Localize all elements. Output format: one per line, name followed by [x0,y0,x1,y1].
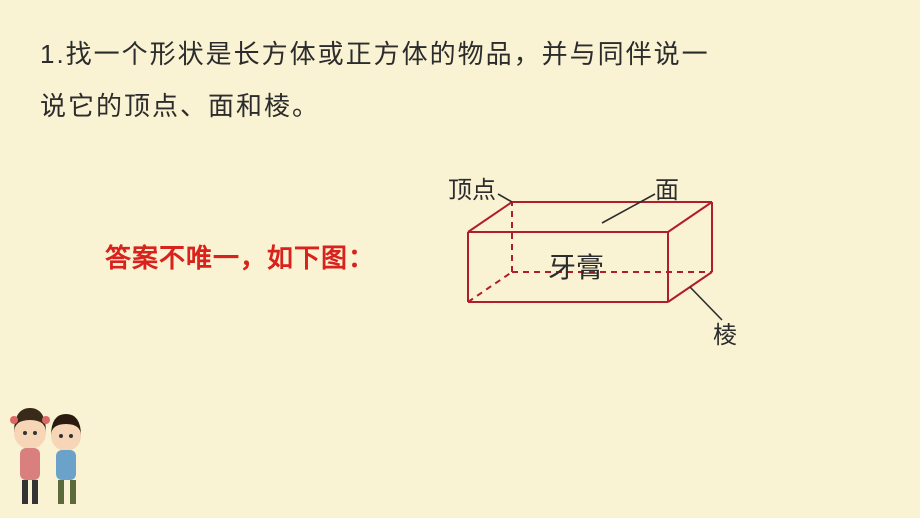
label-vertex: 顶点 [448,170,496,205]
question-line2: 说它的顶点、面和棱。 [40,80,710,132]
label-face: 面 [655,170,679,205]
question-text: 1.找一个形状是长方体或正方体的物品，并与同伴说一 说它的顶点、面和棱。 [40,28,710,132]
label-edge: 棱 [713,315,737,350]
cuboid-diagram: 顶点 面 棱 牙膏 [430,170,770,360]
children-illustration [0,398,100,518]
answer-text: 答案不唯一，如下图： [105,238,375,275]
label-inside: 牙膏 [548,246,604,286]
question-line1: 1.找一个形状是长方体或正方体的物品，并与同伴说一 [40,28,710,80]
